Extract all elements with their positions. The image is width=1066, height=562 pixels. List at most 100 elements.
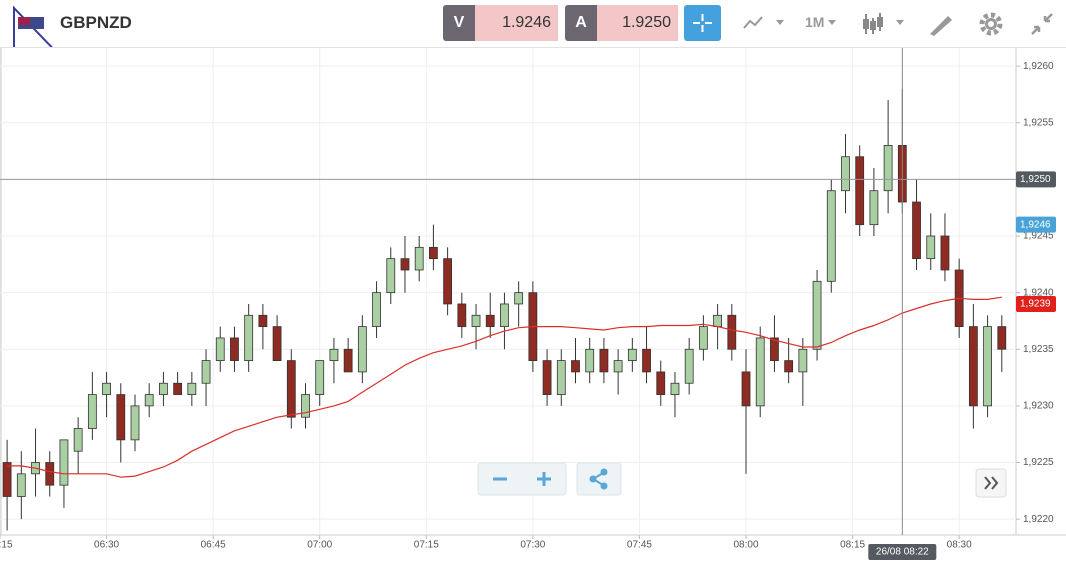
crosshair-label: 26/08 08:22 <box>876 547 929 558</box>
plot: 1,92201,92251,92301,92351,92401,92451,92… <box>0 48 1056 560</box>
candle-body <box>244 314 254 361</box>
candle-body <box>855 156 865 226</box>
bid-button[interactable]: V 1.9246 <box>443 5 558 41</box>
toolbar: GBPNZD V 1.9246 A 1.9250 1M <box>0 0 1066 48</box>
y-tick-label: 1,9240 <box>1023 287 1054 298</box>
candle-body <box>770 337 779 361</box>
candle-body <box>940 235 950 271</box>
candle-body <box>684 348 694 384</box>
price-tag-label: 1,9246 <box>1020 219 1051 230</box>
x-tick-label: 08:00 <box>733 540 758 551</box>
price-tag <box>1016 295 1056 312</box>
candle-body <box>968 326 978 407</box>
draw-button[interactable] <box>926 10 954 38</box>
candle-body <box>784 360 794 373</box>
price-tag-label: 1,9239 <box>1020 299 1051 310</box>
x-tick-label: 06:30 <box>94 540 119 551</box>
settings-button[interactable] <box>977 10 1005 38</box>
candle-body <box>329 348 339 361</box>
candle-body <box>201 360 211 384</box>
y-tick-label: 1,9225 <box>1023 457 1054 468</box>
candle-body <box>983 326 992 407</box>
candle-body <box>130 405 140 441</box>
candle-body <box>826 190 836 282</box>
price-tag-label: 1,9250 <box>1020 174 1051 185</box>
candle-body <box>670 382 680 395</box>
timeframe-button[interactable]: 1M <box>805 14 825 30</box>
candle-body <box>187 382 197 395</box>
candle-body <box>514 292 524 305</box>
candle-body <box>556 360 566 395</box>
ask-button[interactable]: A 1.9250 <box>565 5 678 41</box>
y-tick-label: 1,9255 <box>1023 117 1054 128</box>
indicator-button[interactable] <box>740 12 785 34</box>
candle-body <box>613 360 623 373</box>
collapse-button[interactable] <box>1028 10 1056 38</box>
candle-body <box>2 462 12 497</box>
candle-body <box>883 144 893 192</box>
timeframe-caret <box>828 20 836 25</box>
candle-body <box>286 360 296 418</box>
chart-type-button[interactable] <box>860 10 908 38</box>
candle-body <box>73 428 83 452</box>
x-tick-label: 06:15 <box>0 540 13 551</box>
candle-body <box>585 348 595 373</box>
crosshair-button[interactable] <box>684 5 721 41</box>
candle-body <box>457 303 467 328</box>
zoom-in[interactable] <box>537 472 551 486</box>
candle-body <box>59 439 69 486</box>
x-tick-label: 08:30 <box>947 540 972 551</box>
candle-body <box>741 371 751 407</box>
candle-body <box>443 258 453 305</box>
candle-body <box>16 473 26 497</box>
candle-body <box>159 382 168 395</box>
candle-body <box>627 348 637 361</box>
symbol[interactable]: GBPNZD <box>60 13 132 32</box>
zoom-controls <box>477 462 1007 498</box>
x-tick-label: 07:45 <box>627 540 652 551</box>
candle-body <box>357 326 367 373</box>
candle-body <box>812 280 822 350</box>
candle-body <box>471 314 481 328</box>
crosshair-tag <box>868 544 937 560</box>
x-tick-label: 07:30 <box>520 540 545 551</box>
candle-body <box>173 382 183 395</box>
candle-body <box>116 394 126 441</box>
candle-body <box>301 394 310 418</box>
candle-body <box>372 292 381 328</box>
candle-body <box>500 303 509 328</box>
candle-body <box>698 326 708 350</box>
candle-body <box>656 371 666 395</box>
y-tick-label: 1,9220 <box>1023 514 1054 525</box>
price-tag <box>1016 171 1056 188</box>
x-tick-label: 07:00 <box>307 540 332 551</box>
candle-body <box>727 314 737 350</box>
candle-body <box>869 190 879 226</box>
y-tick-label: 1,9260 <box>1023 61 1054 72</box>
candle-body <box>87 394 97 429</box>
y-tick-label: 1,9235 <box>1023 344 1054 355</box>
candle-body <box>343 348 353 373</box>
logo <box>13 5 53 47</box>
share[interactable] <box>576 462 622 496</box>
candle-body <box>997 326 1007 350</box>
ask-price: 1.9250 <box>597 5 678 41</box>
bid-price: 1.9246 <box>475 5 558 41</box>
moving-average <box>7 296 1002 478</box>
y-tick-label: 1,9245 <box>1023 231 1054 242</box>
x-tick-label: 08:15 <box>840 540 865 551</box>
candle-body <box>45 462 55 486</box>
candle-body <box>755 337 765 407</box>
candle-body <box>400 258 410 271</box>
candle-body <box>102 382 111 395</box>
candle-body <box>926 235 936 260</box>
candle-body <box>542 360 552 395</box>
candle-body <box>599 348 609 373</box>
candle-body <box>272 326 282 361</box>
candle-body <box>485 314 495 328</box>
candle-body <box>798 348 808 373</box>
candle-body <box>414 246 424 271</box>
candle-body <box>428 246 438 260</box>
